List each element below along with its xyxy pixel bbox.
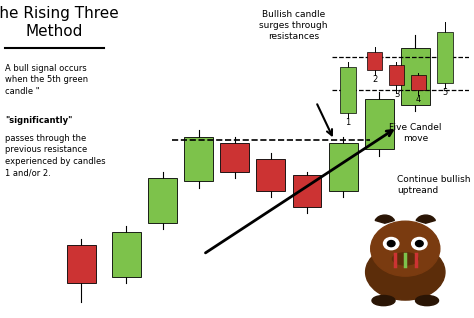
Bar — [340, 67, 356, 113]
Circle shape — [387, 240, 395, 247]
Bar — [401, 48, 430, 105]
Bar — [220, 143, 249, 172]
Circle shape — [371, 221, 440, 276]
Bar — [389, 65, 404, 85]
Ellipse shape — [365, 244, 445, 300]
Text: A bull signal occurs
when the 5th green
candle ": A bull signal occurs when the 5th green … — [5, 64, 89, 96]
Circle shape — [416, 240, 423, 247]
Bar — [256, 159, 285, 191]
Wedge shape — [416, 215, 435, 223]
Bar — [438, 32, 453, 83]
Circle shape — [411, 238, 427, 250]
Text: 1: 1 — [346, 118, 351, 127]
Text: 2: 2 — [372, 75, 378, 84]
Text: 5: 5 — [442, 88, 447, 97]
Bar — [184, 137, 213, 181]
Text: The Rising Three
Method: The Rising Three Method — [0, 6, 118, 39]
Bar — [112, 232, 141, 277]
Text: passes through the
previous resistance
experienced by candles
1 and/or 2.: passes through the previous resistance e… — [5, 134, 106, 178]
Bar — [292, 175, 321, 207]
Text: "significantly": "significantly" — [5, 116, 73, 125]
Text: Five Candel
move: Five Candel move — [389, 123, 442, 143]
Ellipse shape — [372, 295, 395, 306]
Wedge shape — [375, 215, 394, 223]
Bar — [148, 178, 177, 223]
Ellipse shape — [392, 253, 418, 265]
Text: Bullish candle
surges through
resistances: Bullish candle surges through resistance… — [259, 10, 328, 41]
Text: 4: 4 — [415, 95, 420, 104]
Bar — [67, 245, 96, 283]
Ellipse shape — [416, 295, 438, 306]
Text: 3: 3 — [394, 90, 399, 99]
Bar — [410, 75, 426, 90]
Bar — [367, 52, 383, 70]
Circle shape — [383, 238, 399, 250]
Bar — [328, 143, 357, 191]
Text: Continue bullish
uptreand: Continue bullish uptreand — [397, 175, 471, 195]
Bar — [365, 99, 393, 149]
